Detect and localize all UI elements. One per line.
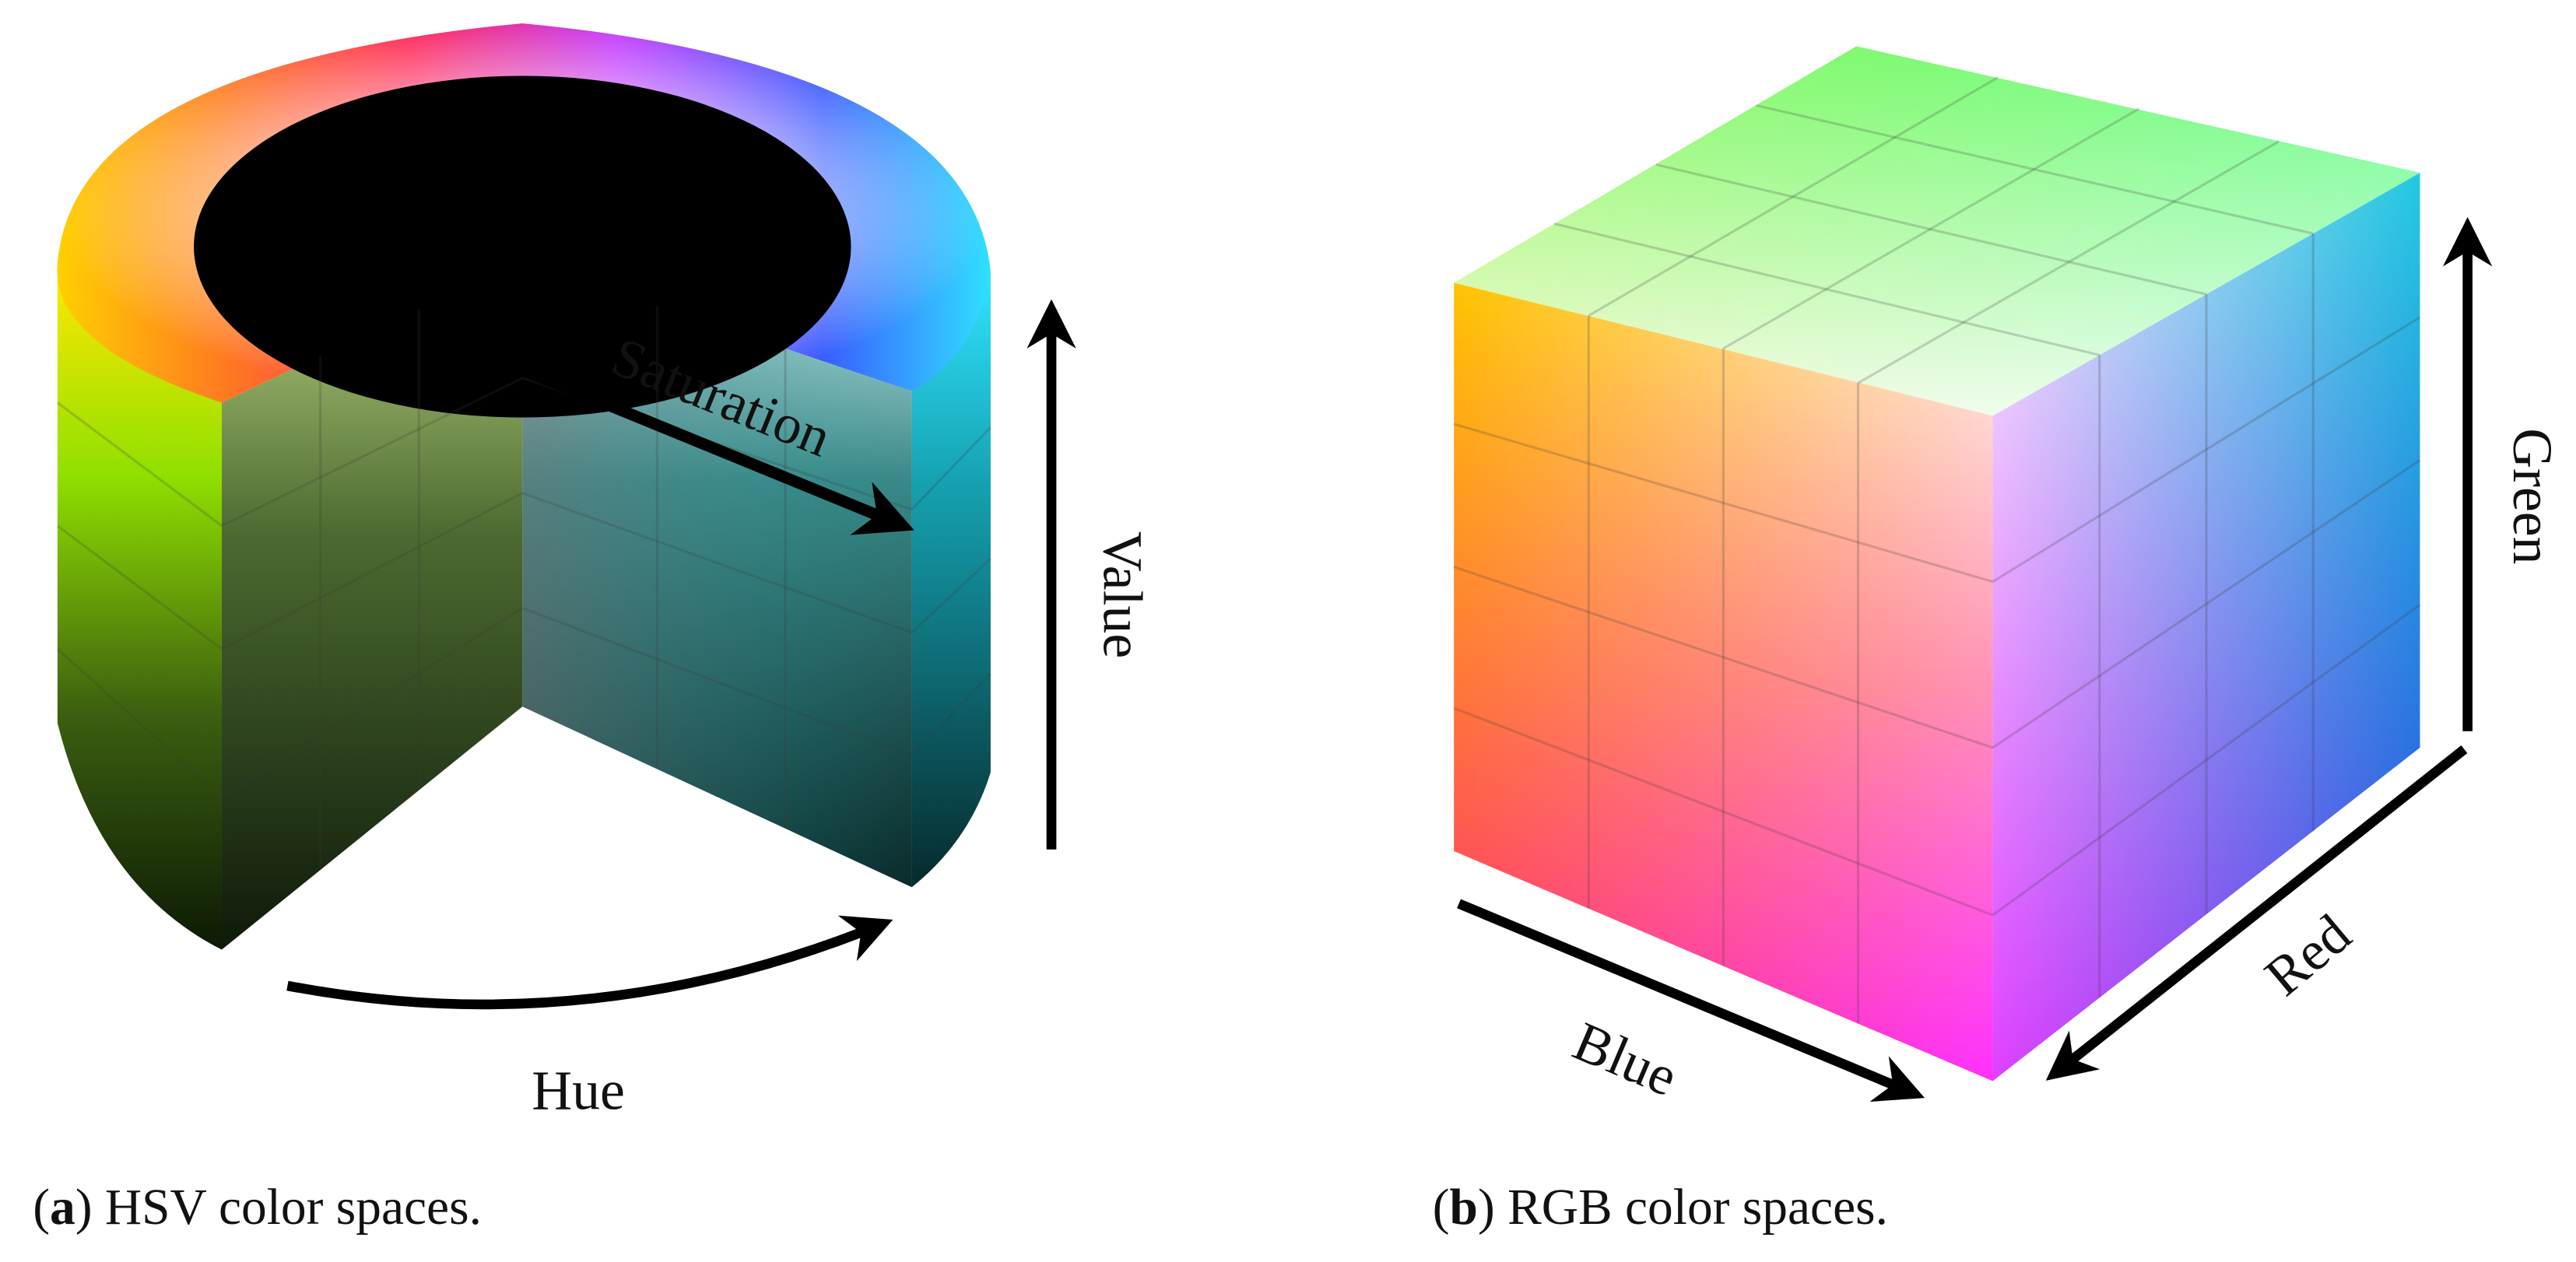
- axis-label: Blue: [1565, 1010, 1686, 1109]
- red-arrow: [2045, 745, 2468, 1081]
- axis-label: Value: [1092, 531, 1154, 658]
- blue-arrow: [1457, 899, 1925, 1102]
- caption-part: ) RGB color spaces.: [1478, 1180, 1888, 1236]
- axis-label: Green: [2501, 428, 2564, 564]
- hue-arrow: [286, 915, 893, 1010]
- rgb-cube: [1453, 46, 2421, 1081]
- caption-part: (: [1433, 1180, 1450, 1236]
- axis-label: Hue: [532, 1059, 625, 1121]
- caption-label: a: [50, 1180, 75, 1236]
- caption-part: ) HSV color spaces.: [75, 1180, 482, 1236]
- caption-label: b: [1450, 1180, 1478, 1236]
- axis-label: Red: [2253, 903, 2362, 1008]
- caption: (b) RGB color spaces.: [1433, 1180, 1888, 1236]
- caption-part: (: [33, 1180, 50, 1236]
- saturation-arrow: [520, 364, 914, 535]
- hsv-cylinder: [56, 23, 992, 950]
- caption: (a) HSV color spaces.: [33, 1180, 482, 1236]
